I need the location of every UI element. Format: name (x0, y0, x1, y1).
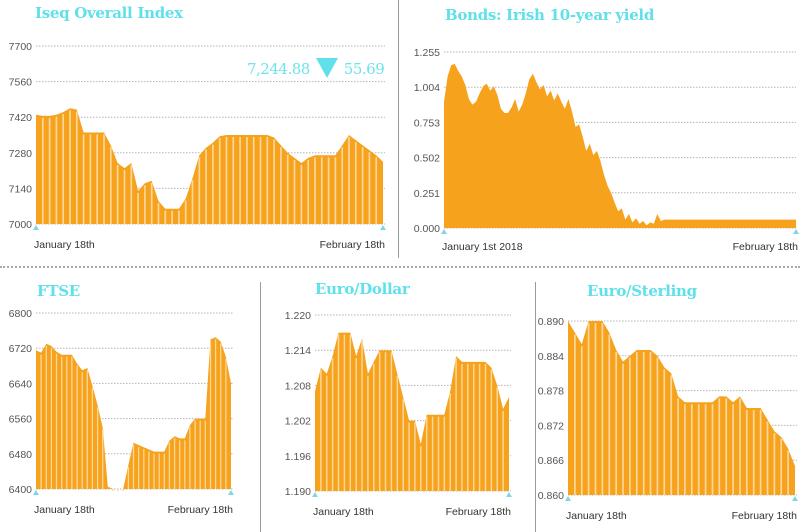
area-series (444, 63, 796, 229)
area-series (36, 337, 231, 489)
x-label-start: January 18th (313, 506, 374, 518)
y-tick-label: 0.890 (538, 316, 564, 328)
y-tick-label: 6720 (9, 343, 33, 355)
x-label-start: January 18th (566, 510, 627, 522)
y-tick-label: 1.196 (285, 451, 311, 463)
vertical-divider-top (398, 0, 399, 258)
y-tick-label: 0.251 (414, 188, 440, 200)
chart-title-iseq: Iseq Overall Index (35, 4, 183, 22)
y-tick-label: 0.884 (538, 351, 564, 363)
x-label-start: January 18th (34, 239, 95, 251)
x-label-end: February 18th (168, 504, 234, 516)
y-tick-label: 1.004 (414, 82, 440, 94)
y-tick-label: 0.000 (414, 223, 440, 235)
y-tick-label: 6800 (9, 308, 33, 320)
y-tick-label: 0.872 (538, 420, 564, 432)
y-tick-label: 6640 (9, 378, 33, 390)
x-label-end: February 18th (732, 510, 798, 522)
vertical-divider-bottom-right (535, 282, 536, 532)
y-tick-label: 0.753 (414, 117, 440, 129)
y-tick-label: 1.255 (414, 47, 440, 59)
area-series (568, 321, 795, 495)
x-label-end: February 18th (320, 239, 386, 251)
y-tick-label: 0.860 (538, 490, 564, 502)
y-tick-label: 6400 (9, 484, 33, 496)
axis-marker-icon (565, 496, 571, 501)
area-series (36, 108, 383, 224)
y-tick-label: 7420 (9, 112, 33, 124)
y-tick-label: 7560 (9, 77, 33, 89)
iseq-value: 7,244.88 (247, 60, 310, 78)
axis-marker-icon (33, 490, 39, 495)
axis-marker-icon (793, 229, 799, 234)
x-label-start: January 18th (34, 504, 95, 516)
y-tick-label: 7140 (9, 183, 33, 195)
chart-title-eurosterling: Euro/Sterling (587, 282, 697, 300)
y-tick-label: 0.502 (414, 153, 440, 165)
chart-title-eurodollar: Euro/Dollar (315, 280, 410, 298)
x-label-end: February 18th (446, 506, 512, 518)
iseq-readout: 7,244.88 55.69 (247, 58, 385, 78)
axis-marker-icon (441, 229, 447, 234)
axis-marker-icon (33, 225, 39, 230)
x-label-end: February 18th (733, 241, 799, 253)
x-label-start: January 1st 2018 (442, 241, 523, 253)
y-tick-label: 1.202 (285, 416, 311, 428)
y-tick-label: 7700 (9, 41, 33, 53)
horizontal-divider (0, 266, 800, 268)
axis-marker-icon (380, 225, 386, 230)
y-tick-label: 7000 (9, 219, 33, 231)
axis-marker-icon (312, 492, 318, 497)
vertical-divider-bottom-left (260, 282, 261, 532)
axis-marker-icon (506, 492, 512, 497)
y-tick-label: 0.878 (538, 386, 564, 398)
chart-title-bonds: Bonds: Irish 10-year yield (445, 6, 655, 24)
axis-marker-icon (792, 496, 798, 501)
y-tick-label: 6560 (9, 414, 33, 426)
y-tick-label: 7280 (9, 148, 33, 160)
y-tick-label: 1.190 (285, 486, 311, 498)
y-tick-label: 1.214 (285, 345, 311, 357)
area-series (315, 332, 509, 491)
y-tick-label: 1.208 (285, 380, 311, 392)
y-tick-label: 1.220 (285, 310, 311, 322)
axis-marker-icon (228, 490, 234, 495)
y-tick-label: 0.866 (538, 455, 564, 467)
iseq-change: 55.69 (343, 60, 385, 78)
chart-title-ftse: FTSE (37, 282, 80, 300)
down-triangle-icon (315, 58, 338, 78)
y-tick-label: 6480 (9, 449, 33, 461)
